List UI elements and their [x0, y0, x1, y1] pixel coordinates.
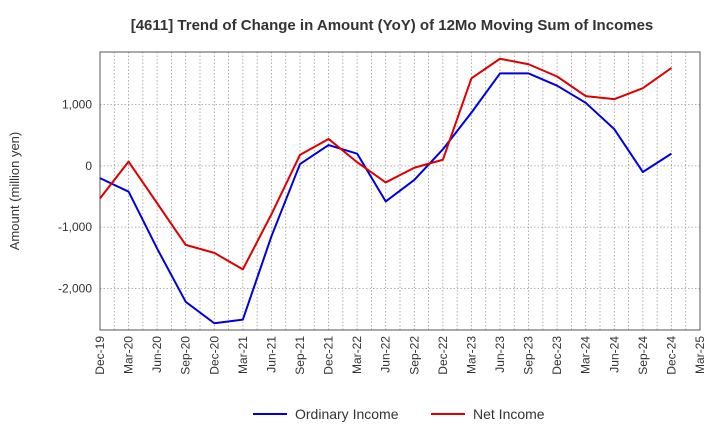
x-tick-label: Dec-22 — [436, 336, 450, 375]
series-lines — [99, 57, 673, 325]
x-tick-label: Dec-24 — [664, 336, 678, 375]
x-tick-label: Sep-22 — [407, 336, 421, 375]
x-tick-label: Mar-20 — [122, 336, 136, 374]
y-axis-ticks: -2,000 -1,000 0 1,000 — [58, 98, 92, 296]
y-axis-label: Amount (million yen) — [7, 132, 22, 251]
x-tick-label: Sep-24 — [636, 336, 650, 375]
y-tick-label: 0 — [85, 159, 92, 173]
series-line-ordinary-income — [99, 72, 672, 325]
legend-ordinary-income-label: Ordinary Income — [295, 406, 399, 422]
x-tick-label: Mar-21 — [236, 336, 250, 374]
legend-net-income-label: Net Income — [473, 406, 545, 422]
y-tick-label: -1,000 — [58, 220, 92, 234]
x-tick-label: Jun-22 — [379, 336, 393, 373]
x-tick-label: Dec-20 — [207, 336, 221, 375]
y-tick-label: -2,000 — [58, 281, 92, 295]
x-tick-label: Sep-21 — [293, 336, 307, 375]
x-tick-label: Mar-23 — [464, 336, 478, 374]
chart-title: [4611] Trend of Change in Amount (YoY) o… — [131, 17, 654, 34]
series-line-net-income — [99, 57, 673, 271]
x-tick-label: Jun-24 — [607, 336, 621, 373]
x-tick-label: Dec-21 — [322, 336, 336, 375]
x-tick-label: Dec-23 — [550, 336, 564, 375]
x-tick-label: Sep-20 — [179, 336, 193, 375]
x-tick-label: Jun-23 — [493, 336, 507, 373]
x-tick-label: Mar-24 — [579, 336, 593, 374]
x-tick-label: Mar-22 — [350, 336, 364, 374]
x-tick-label: Mar-25 — [693, 336, 707, 374]
legend: Ordinary Income Net Income — [253, 406, 545, 422]
y-tick-label: 1,000 — [62, 98, 92, 112]
x-tick-label: Jun-20 — [150, 336, 164, 373]
x-tick-label: Dec-19 — [93, 336, 107, 375]
x-axis-ticks: Dec-19 Mar-20 Jun-20 Sep-20 Dec-20 Mar-21 Jun-… — [93, 336, 707, 375]
x-tick-label: Sep-23 — [522, 336, 536, 375]
plot-area-border — [99, 51, 701, 331]
x-tick-label: Jun-21 — [264, 336, 278, 373]
